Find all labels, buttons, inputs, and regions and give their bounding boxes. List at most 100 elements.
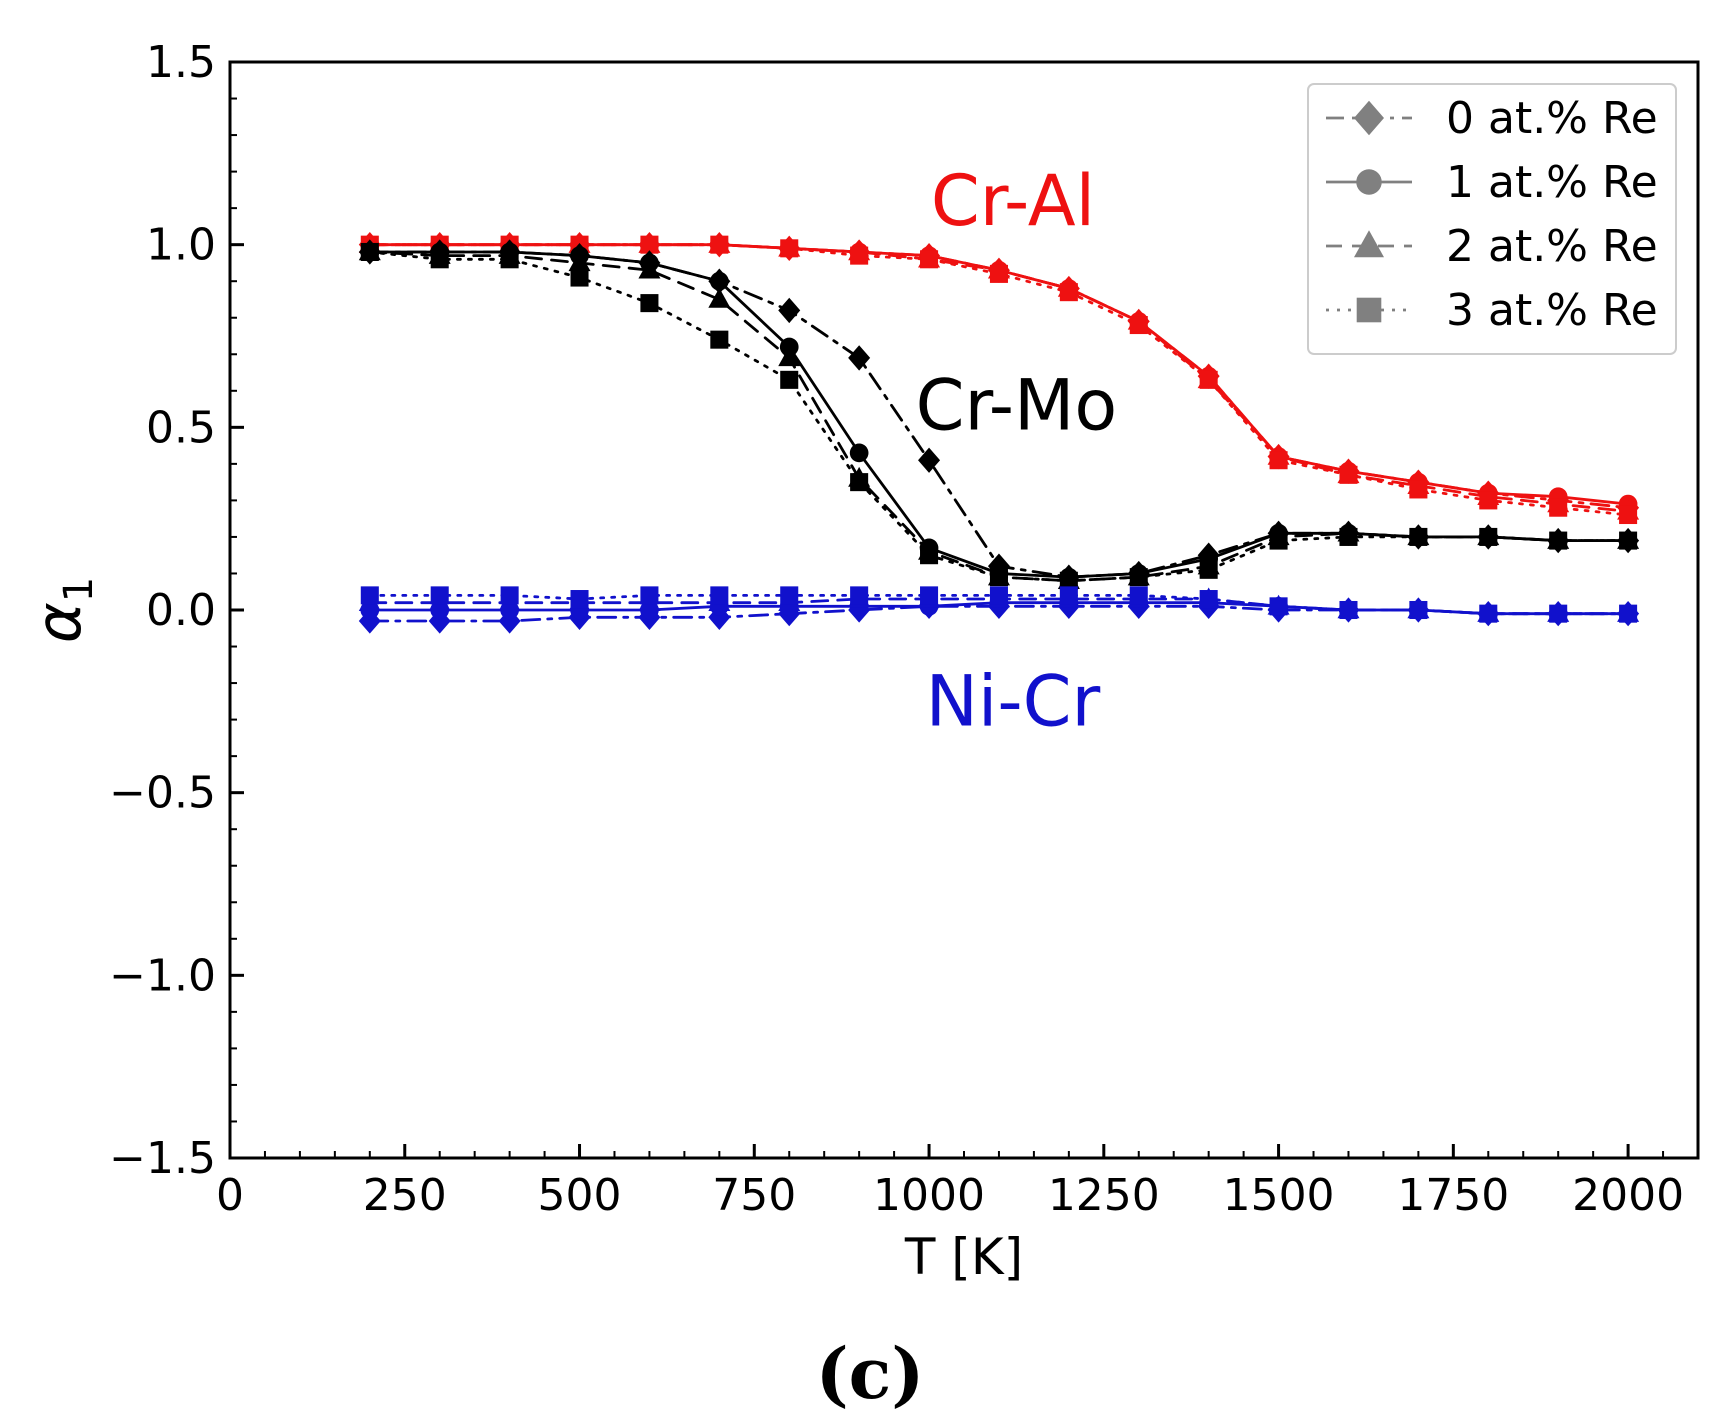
legend-marker-diamond [1354, 100, 1384, 136]
x-tick-label: 1250 [1048, 1170, 1160, 1221]
point-cr-mo-square [1619, 531, 1638, 550]
point-cr-al-square [640, 235, 659, 254]
point-ni-cr-square [989, 586, 1008, 605]
y-tick-label: 1.0 [146, 220, 216, 271]
point-ni-cr-square [640, 586, 659, 605]
point-cr-al-square [850, 246, 869, 265]
point-ni-cr-square [850, 586, 869, 605]
point-ni-cr-square [1059, 586, 1078, 605]
series-layer [358, 232, 1640, 634]
y-tick-label: 0.5 [146, 402, 216, 453]
point-cr-al-square [1339, 465, 1358, 484]
point-cr-mo-square [780, 370, 799, 389]
point-ni-cr-square [1339, 600, 1358, 620]
point-cr-mo-circle [709, 271, 729, 291]
point-cr-mo-square [1129, 568, 1148, 587]
series-group-cr-al [358, 232, 1640, 525]
point-cr-mo-triangle [708, 287, 731, 308]
point-cr-mo-square [570, 268, 589, 287]
point-ni-cr-square [500, 586, 519, 605]
point-ni-cr-square [1479, 604, 1498, 623]
legend-label: 0 at.% Re [1446, 93, 1658, 144]
y-tick-label: −1.0 [109, 950, 216, 1001]
annotation-cr-mo: Cr-Mo [916, 364, 1118, 446]
point-cr-mo-triangle [638, 258, 661, 279]
point-cr-mo-diamond [778, 297, 801, 324]
series-group-cr-mo [358, 239, 1640, 590]
point-ni-cr-square [570, 590, 589, 609]
series-group-ni-cr [358, 586, 1640, 634]
point-cr-al-square [1619, 505, 1638, 525]
legend-marker-square [1356, 297, 1382, 323]
y-tick-label: 1.5 [146, 37, 216, 88]
point-cr-mo-square [1059, 571, 1078, 590]
x-tick-label: 500 [538, 1170, 622, 1221]
x-tick-label: 0 [216, 1170, 244, 1221]
x-tick-label: 1500 [1223, 1170, 1335, 1221]
point-cr-al-square [920, 250, 939, 269]
point-cr-mo-square [920, 546, 939, 565]
x-tick-label: 1000 [873, 1170, 985, 1221]
legend-label: 1 at.% Re [1446, 157, 1658, 208]
point-cr-mo-square [640, 294, 659, 313]
point-ni-cr-square [1409, 600, 1428, 620]
y-tick-label: −1.5 [109, 1133, 216, 1184]
point-cr-mo-square [1269, 531, 1288, 550]
legend-label: 3 at.% Re [1446, 285, 1658, 336]
point-cr-mo-triangle [568, 251, 591, 272]
x-axis-title: T [K] [904, 1228, 1023, 1286]
point-cr-mo-square [430, 250, 449, 269]
point-cr-mo-diamond [918, 447, 941, 473]
point-cr-al-square [1059, 283, 1078, 302]
point-cr-al-square [1479, 491, 1498, 510]
point-ni-cr-square [430, 586, 449, 605]
y-axis-title: α1 [22, 577, 102, 643]
point-ni-cr-square [710, 586, 729, 605]
point-ni-cr-square [780, 586, 799, 605]
point-cr-al-square [1549, 498, 1568, 517]
point-cr-mo-square [1479, 527, 1498, 546]
point-cr-mo-square [1339, 527, 1358, 546]
point-ni-cr-square [1129, 586, 1148, 605]
y-axis-title-subscript: 1 [56, 577, 102, 602]
legend-label: 2 at.% Re [1446, 221, 1658, 272]
point-cr-al-square [1199, 370, 1218, 389]
y-axis-title-symbol: α [22, 602, 95, 643]
x-tick-label: 2000 [1572, 1170, 1684, 1221]
point-cr-mo-circle [849, 443, 869, 463]
point-ni-cr-square [1269, 597, 1288, 616]
point-cr-al-square [710, 235, 729, 254]
point-cr-mo-square [1549, 531, 1568, 550]
x-tick-label: 1750 [1397, 1170, 1509, 1221]
legend-box [1307, 83, 1677, 355]
point-cr-al-square [1129, 316, 1148, 335]
legend: 0 at.% Re 1 at.% Re 2 at.% Re 3 at.% Re [1307, 83, 1677, 355]
point-cr-mo-square [360, 242, 379, 261]
legend-marker-triangle [1354, 230, 1384, 258]
point-ni-cr-square [1549, 604, 1568, 623]
point-cr-mo-square [1409, 527, 1428, 546]
point-cr-mo-square [1199, 560, 1218, 579]
point-cr-al-square [989, 264, 1008, 283]
point-cr-al-square [1269, 451, 1288, 470]
point-cr-mo-square [710, 330, 729, 349]
annotation-cr-al: Cr-Al [931, 160, 1095, 242]
point-cr-al-square [1409, 480, 1428, 499]
point-cr-mo-square [850, 473, 869, 492]
point-cr-mo-square [500, 250, 519, 269]
x-tick-label: 750 [712, 1170, 796, 1221]
point-ni-cr-square [920, 586, 939, 605]
y-tick-label: 0.0 [146, 585, 216, 636]
point-ni-cr-square [1199, 590, 1218, 609]
panel-caption: (c) [816, 1332, 925, 1415]
point-cr-mo-triangle [778, 346, 801, 367]
annotation-ni-cr: Ni-Cr [926, 660, 1101, 742]
point-ni-cr-square [360, 586, 379, 605]
axis-ticks: 0 250 500 750 1000 1250 1500 1750 2000 −1.5 −1.0 −0… [109, 37, 1684, 1221]
annotation-layer: Cr-Al Cr-Mo Ni-Cr [916, 160, 1118, 743]
legend-marker-circle [1356, 169, 1382, 195]
x-tick-label: 250 [363, 1170, 447, 1221]
point-ni-cr-square [1619, 604, 1638, 623]
point-cr-al-square [780, 239, 799, 258]
